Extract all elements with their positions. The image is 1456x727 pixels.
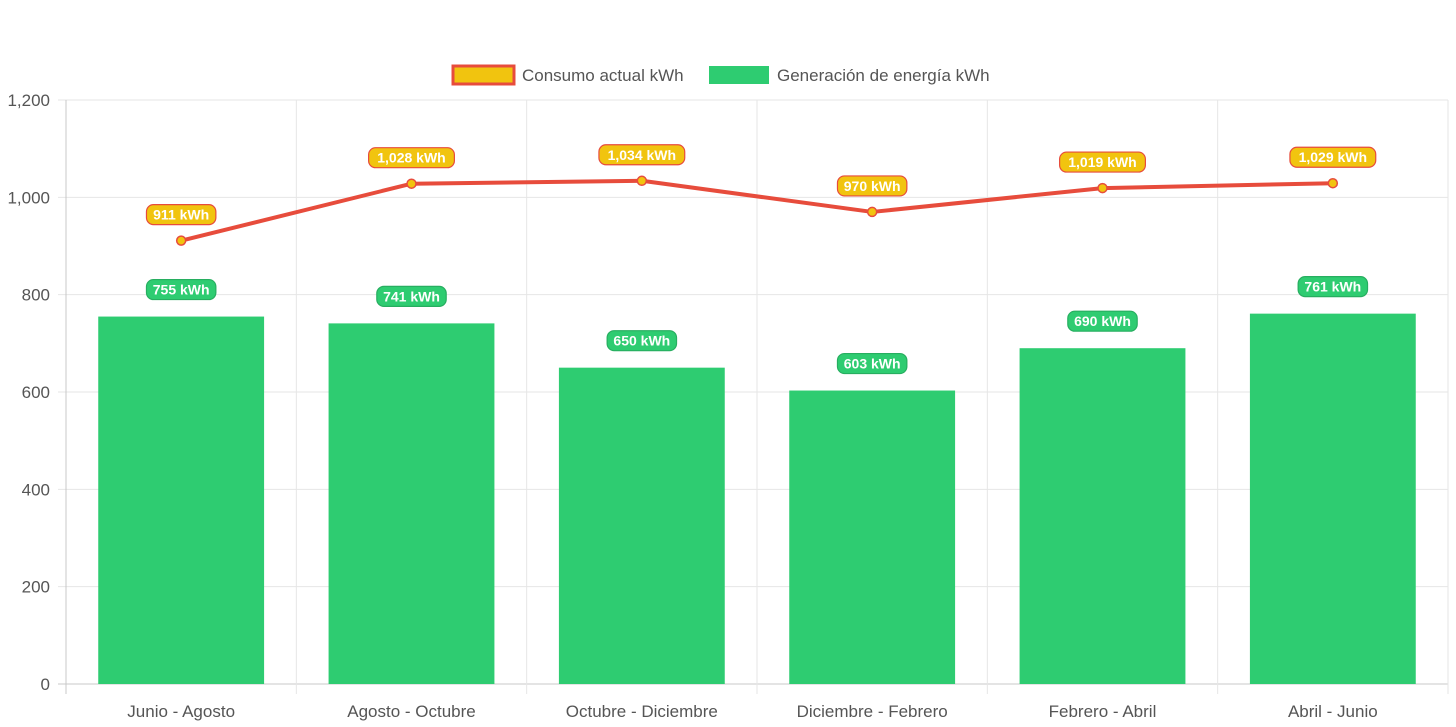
bar-data-label: 741 kWh [376,285,447,307]
y-tick-label: 800 [22,286,50,305]
bar[interactable] [328,323,495,684]
line-data-label: 911 kWh [145,204,217,226]
bar-data-label-text: 650 kWh [613,333,670,349]
line-data-label-box [368,147,456,169]
bar-data-label: 761 kWh [1297,276,1369,298]
bar-data-label-box [1297,276,1369,298]
x-tick-label: Octubre - Diciembre [566,702,718,721]
x-tick-label: Agosto - Octubre [347,702,476,721]
x-tick-label: Junio - Agosto [127,702,235,721]
bar-data-label-text: 761 kWh [1304,279,1361,295]
x-tick-label: Abril - Junio [1288,702,1378,721]
line-series [175,175,1339,246]
bar[interactable] [1249,313,1416,684]
line-data-label: 1,028 kWh [368,147,456,169]
y-tick-label: 1,200 [7,91,50,110]
bar-data-label: 690 kWh [1067,310,1138,332]
y-tick-label: 1,000 [7,188,50,207]
y-tick-label: 200 [22,578,50,597]
line-data-label: 1,019 kWh [1058,151,1146,173]
y-tick-label: 400 [22,480,50,499]
line-path [180,178,1333,243]
bar-data-label-box [1067,310,1138,332]
bar[interactable] [558,367,725,684]
bar[interactable] [1019,348,1186,684]
y-axis: 0 200 400 600 800 1,000 1,200 [7,91,50,694]
bar-data-label-box [145,278,217,301]
line-data-label-box [145,204,217,226]
data-labels: 755 kWh 741 kWh 650 kWh 603 kWh 690 kWh 761 k… [145,144,1377,375]
line-data-label-text: 1,034 kWh [608,147,676,163]
line-data-label: 1,034 kWh [598,144,686,166]
legend-label-consumo[interactable]: Consumo actual kWh [522,66,684,85]
bar-data-label-text: 755 kWh [153,282,210,298]
legend-swatch-consumo[interactable] [451,64,516,86]
line-data-label-box [1058,151,1146,173]
line-point[interactable] [1327,177,1339,189]
line-data-label-box [1289,146,1377,168]
y-tick-label: 0 [41,675,50,694]
line-data-label: 970 kWh [836,175,908,197]
line-point[interactable] [866,206,878,218]
grid [58,99,1449,694]
x-tick-label: Febrero - Abril [1049,702,1157,721]
legend-label-generacion[interactable]: Generación de energía kWh [777,66,990,85]
bar-data-label-text: 690 kWh [1074,313,1131,329]
x-axis: Junio - Agosto Agosto - Octubre Octubre - … [127,702,1377,721]
bar-data-label-text: 603 kWh [844,356,901,372]
line-data-label-text: 911 kWh [153,207,209,223]
line-data-label-text: 1,029 kWh [1299,149,1367,165]
line-point[interactable] [175,235,187,246]
line-data-label-text: 1,019 kWh [1068,154,1136,170]
line-data-label-box [836,175,908,197]
y-tick-label: 600 [22,383,50,402]
line-data-label-text: 1,028 kWh [377,150,445,166]
bar-data-label-box [606,330,678,352]
legend-swatch-generacion[interactable] [709,66,769,84]
bar[interactable] [789,390,956,684]
line-data-label: 1,029 kWh [1289,146,1377,168]
line-point[interactable] [1097,182,1108,194]
legend: Consumo actual kWh Generación de energía… [451,64,990,86]
bar-data-label: 755 kWh [145,278,217,301]
x-tick-label: Diciembre - Febrero [797,702,948,721]
line-point[interactable] [406,178,417,189]
line-data-label-text: 970 kWh [844,178,901,194]
line-data-label-box [598,144,686,166]
bar[interactable] [98,316,265,684]
bar-data-label: 603 kWh [836,352,908,375]
bar-data-label-text: 741 kWh [383,288,440,304]
bar-series [98,313,1416,684]
bar-data-label: 650 kWh [606,330,678,352]
bar-data-label-box [836,352,908,375]
bar-data-label-box [376,285,447,307]
line-point[interactable] [636,175,648,187]
